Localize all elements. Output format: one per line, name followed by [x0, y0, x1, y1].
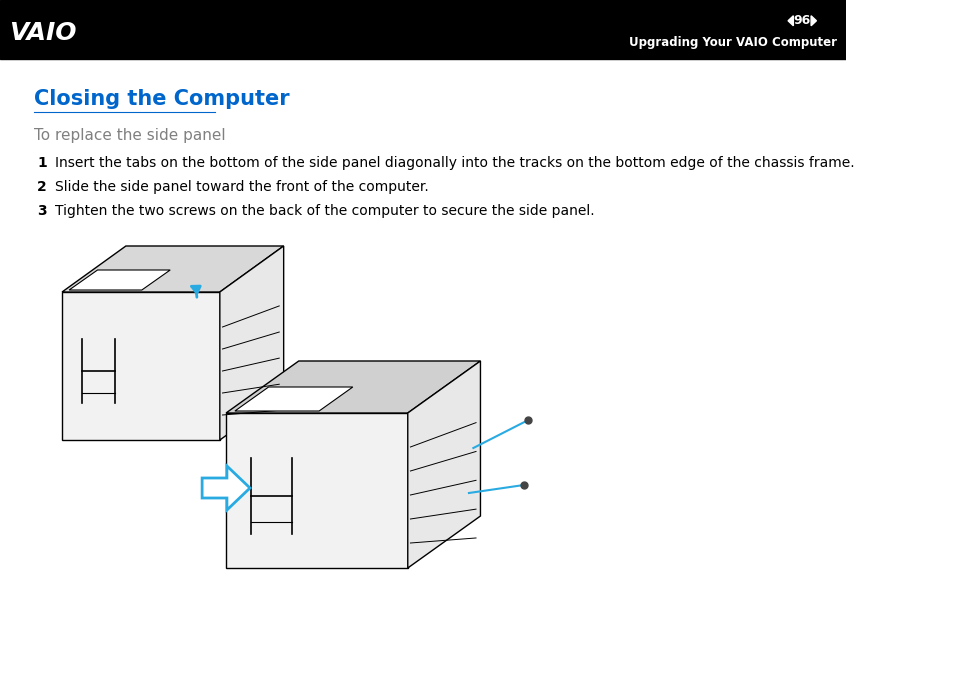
- Polygon shape: [202, 466, 250, 510]
- Text: 1: 1: [37, 156, 47, 171]
- Polygon shape: [226, 361, 480, 413]
- Polygon shape: [62, 246, 283, 292]
- Polygon shape: [787, 16, 793, 26]
- Polygon shape: [219, 246, 283, 440]
- Text: To replace the side panel: To replace the side panel: [33, 128, 225, 144]
- Text: Insert the tabs on the bottom of the side panel diagonally into the tracks on th: Insert the tabs on the bottom of the sid…: [55, 156, 854, 171]
- Bar: [0, 0, 844, 59]
- Polygon shape: [226, 413, 407, 568]
- Text: Slide the side panel toward the front of the computer.: Slide the side panel toward the front of…: [55, 181, 428, 194]
- Text: 96: 96: [793, 14, 810, 27]
- Polygon shape: [62, 292, 219, 440]
- Text: 3: 3: [37, 204, 47, 218]
- Text: Upgrading Your VAIO Computer: Upgrading Your VAIO Computer: [628, 36, 836, 49]
- Text: 2: 2: [37, 181, 47, 194]
- Text: Tighten the two screws on the back of the computer to secure the side panel.: Tighten the two screws on the back of th…: [55, 204, 594, 218]
- Text: VAIO: VAIO: [9, 21, 76, 44]
- Polygon shape: [69, 270, 170, 290]
- Polygon shape: [234, 387, 353, 411]
- Polygon shape: [810, 16, 816, 26]
- Polygon shape: [407, 361, 480, 568]
- Text: Closing the Computer: Closing the Computer: [33, 90, 289, 109]
